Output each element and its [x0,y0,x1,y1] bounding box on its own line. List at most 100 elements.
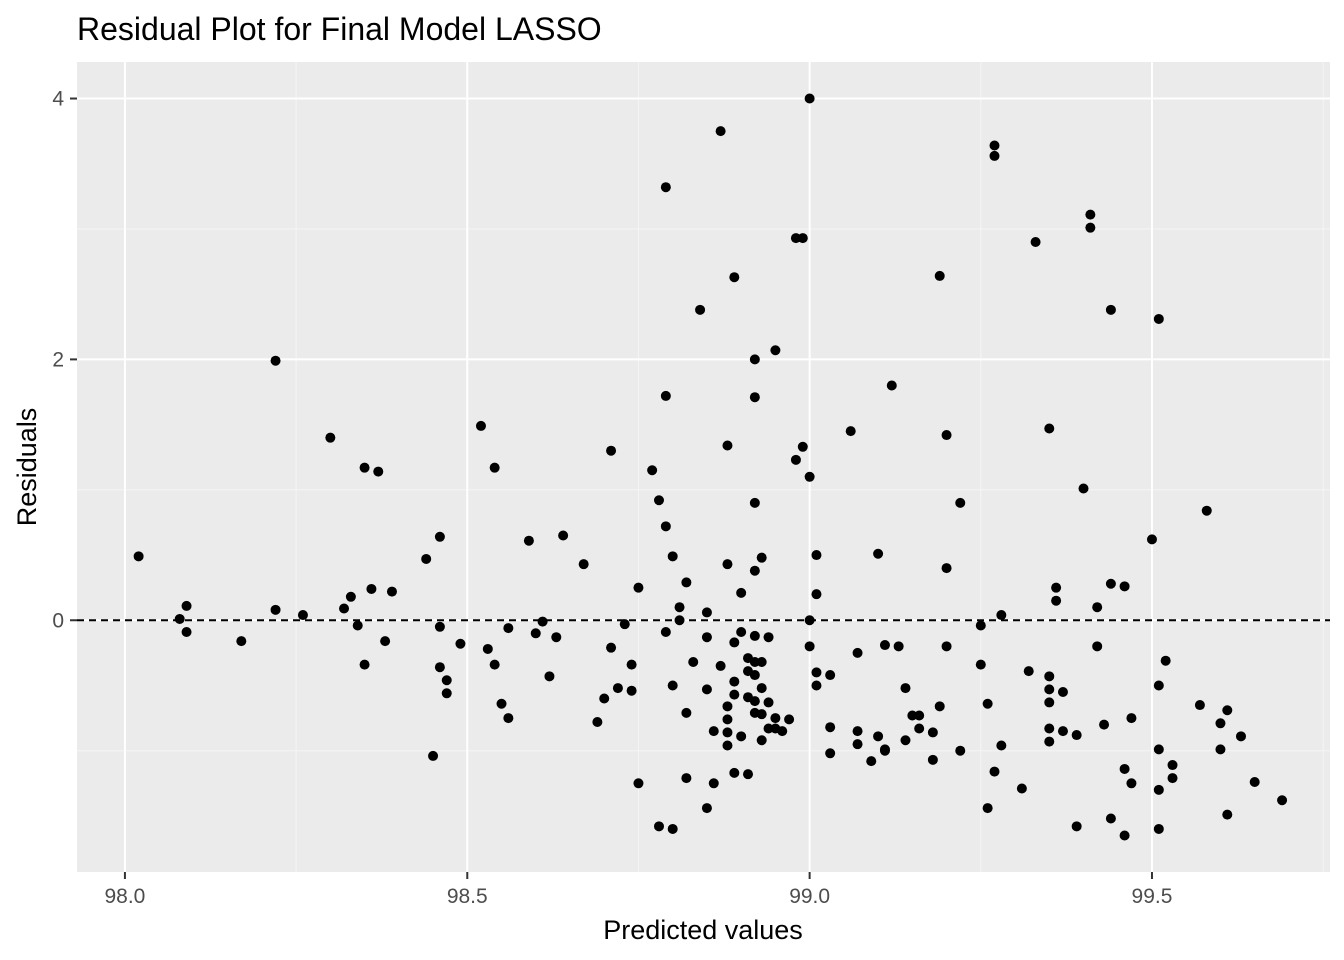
data-point-87 [736,587,747,598]
data-point-57 [667,823,678,834]
data-point-123 [811,550,822,561]
data-point-70 [701,632,712,643]
x-axis: 98.0 98.5 99.0 99.5 [104,872,1172,908]
x-tick-label-3: 99.5 [1132,885,1173,908]
y-axis-title: Residuals [12,408,42,527]
data-point-73 [715,660,726,671]
data-point-72 [708,778,719,789]
x-tick-label-0: 98.0 [104,885,145,908]
data-point-131 [852,647,863,658]
y-axis: 0 2 4 [52,88,77,632]
data-point-173 [1044,736,1055,747]
data-point-142 [900,683,911,694]
data-point-6 [270,604,281,615]
data-point-137 [879,640,890,651]
data-point-55 [660,390,671,401]
data-point-110 [770,345,781,356]
data-point-158 [982,698,993,709]
data-point-178 [1071,730,1082,741]
data-point-125 [811,667,822,678]
data-point-183 [1092,602,1103,613]
data-point-134 [866,756,877,767]
data-point-171 [1044,697,1055,708]
data-point-31 [503,713,514,724]
data-point-130 [845,426,856,437]
data-point-104 [756,683,767,694]
data-point-204 [1201,505,1212,516]
data-point-46 [626,685,637,696]
data-point-14 [366,583,377,594]
data-point-96 [749,565,760,576]
data-point-4 [236,636,247,647]
y-tick-label-1: 2 [52,348,64,371]
data-point-196 [1153,680,1164,691]
data-point-71 [708,726,719,737]
data-point-105 [756,709,767,720]
data-point-19 [428,750,439,761]
data-point-61 [674,615,685,626]
data-point-88 [736,627,747,637]
data-point-153 [941,641,952,652]
data-point-62 [681,577,692,588]
data-point-210 [1249,777,1260,787]
data-point-161 [989,150,1000,161]
data-point-192 [1126,778,1137,789]
data-point-181 [1085,209,1096,220]
x-tick-label-1: 98.5 [447,885,488,908]
data-point-184 [1092,641,1103,652]
data-point-40 [592,717,603,727]
data-point-10 [345,591,356,602]
data-point-76 [722,727,733,738]
chart-title: Residual Plot for Final Model LASSO [77,11,602,47]
data-point-174 [1051,582,1062,593]
data-point-5 [270,355,281,366]
data-point-176 [1057,726,1068,737]
data-point-185 [1099,719,1110,730]
data-point-44 [612,683,623,694]
data-point-164 [996,740,1007,751]
data-point-133 [852,739,863,750]
data-point-99 [749,670,760,681]
data-point-129 [825,722,836,733]
data-point-109 [763,697,774,708]
data-point-74 [715,126,726,137]
data-point-120 [804,471,815,482]
data-point-114 [784,714,795,725]
data-point-209 [1235,731,1246,742]
data-point-126 [811,680,822,691]
data-point-193 [1126,713,1137,724]
data-point-139 [879,745,890,756]
data-point-149 [934,701,945,712]
data-point-32 [503,623,514,634]
data-points [133,93,1288,841]
data-point-33 [523,535,534,546]
data-point-69 [701,803,712,814]
data-point-95 [749,497,760,508]
data-point-48 [633,582,644,593]
data-point-156 [975,659,986,670]
data-point-150 [934,270,945,281]
y-tick-label-0: 0 [52,609,64,632]
data-point-43 [606,642,617,653]
data-point-21 [434,621,445,632]
data-point-80 [722,559,733,570]
data-point-26 [475,420,486,431]
data-point-203 [1194,700,1205,711]
data-point-63 [681,707,692,718]
data-point-159 [982,803,993,814]
data-point-115 [790,233,801,244]
data-point-8 [325,432,336,443]
data-point-84 [729,272,740,283]
data-point-166 [1023,666,1034,677]
data-point-11 [352,620,363,631]
data-point-2 [181,600,192,611]
data-point-201 [1167,760,1178,771]
data-point-12 [359,462,370,473]
data-point-83 [729,689,740,700]
data-point-113 [777,726,788,737]
data-point-200 [1160,655,1171,666]
data-point-1 [174,613,185,624]
data-point-165 [1016,783,1027,794]
data-point-132 [852,726,863,737]
data-point-119 [804,93,815,104]
